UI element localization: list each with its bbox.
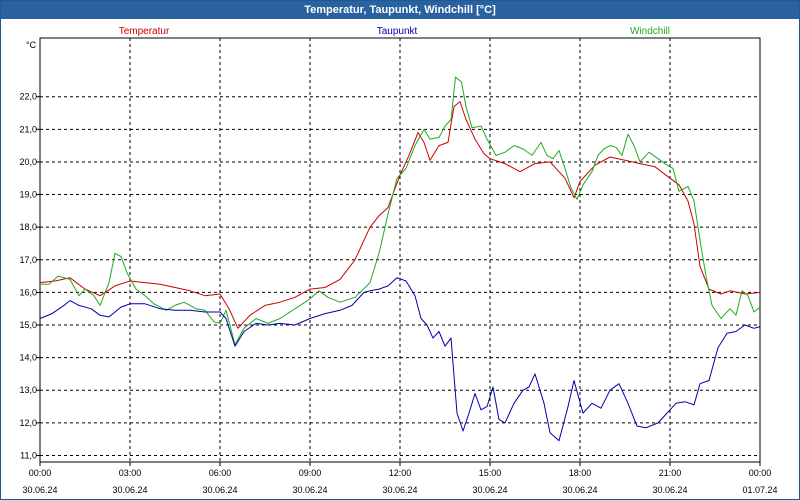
x-tick-date: 30.06.24 (382, 485, 417, 495)
x-tick-time: 12:00 (389, 468, 412, 478)
series-line-temperatur (39, 101, 761, 329)
y-tick-label: 15,0 (19, 320, 37, 330)
legend-windchill: Windchill (630, 26, 670, 37)
y-tick-label: 17,0 (19, 255, 37, 265)
x-tick-time: 09:00 (299, 468, 322, 478)
x-tick-date: 30.06.24 (112, 485, 147, 495)
x-tick-date: 30.06.24 (472, 485, 507, 495)
y-tick-label: 12,0 (19, 418, 37, 428)
y-tick-label: 13,0 (19, 385, 37, 395)
x-tick-date: 30.06.24 (202, 485, 237, 495)
y-axis: 11,0 12,0 13,0 14,0 15,0 16,0 17,0 18,0 19,0 20,0… (19, 92, 40, 460)
x-tick-date: 30.06.24 (292, 485, 327, 495)
x-tick-time: 03:00 (119, 468, 142, 478)
grid (40, 38, 760, 462)
x-tick-time: 00:00 (749, 468, 772, 478)
legend-taupunkt: Taupunkt (377, 26, 418, 37)
x-tick-time: 15:00 (479, 468, 502, 478)
x-tick-date: 30.06.24 (652, 485, 687, 495)
y-tick-label: 11,0 (20, 450, 37, 460)
y-tick-label: 22,0 (19, 92, 37, 102)
x-tick-time: 00:00 (29, 468, 52, 478)
series-line-taupunkt (39, 277, 761, 442)
y-tick-label: 18,0 (19, 222, 37, 232)
y-tick-label: 21,0 (19, 124, 37, 134)
chart-title: Temperatur, Taupunkt, Windchill [°C] (1, 1, 799, 19)
x-axis: 00:00 30.06.24 03:00 30.06.24 06:00 30.06.24 0… (22, 462, 778, 495)
y-tick-label: 20,0 (19, 157, 37, 167)
x-tick-time: 21:00 (659, 468, 682, 478)
legend-temperatur: Temperatur (119, 26, 170, 37)
y-tick-label: 19,0 (19, 190, 37, 200)
x-tick-time: 06:00 (209, 468, 232, 478)
legend: Temperatur Taupunkt Windchill (119, 26, 670, 37)
x-tick-date: 30.06.24 (22, 485, 57, 495)
series-group (39, 76, 761, 442)
y-tick-label: 14,0 (19, 353, 37, 363)
x-tick-date: 30.06.24 (562, 485, 597, 495)
x-tick-date: 01.07.24 (742, 485, 777, 495)
y-tick-label: 16,0 (19, 287, 37, 297)
x-tick-time: 18:00 (569, 468, 592, 478)
y-axis-unit: °C (26, 40, 37, 50)
